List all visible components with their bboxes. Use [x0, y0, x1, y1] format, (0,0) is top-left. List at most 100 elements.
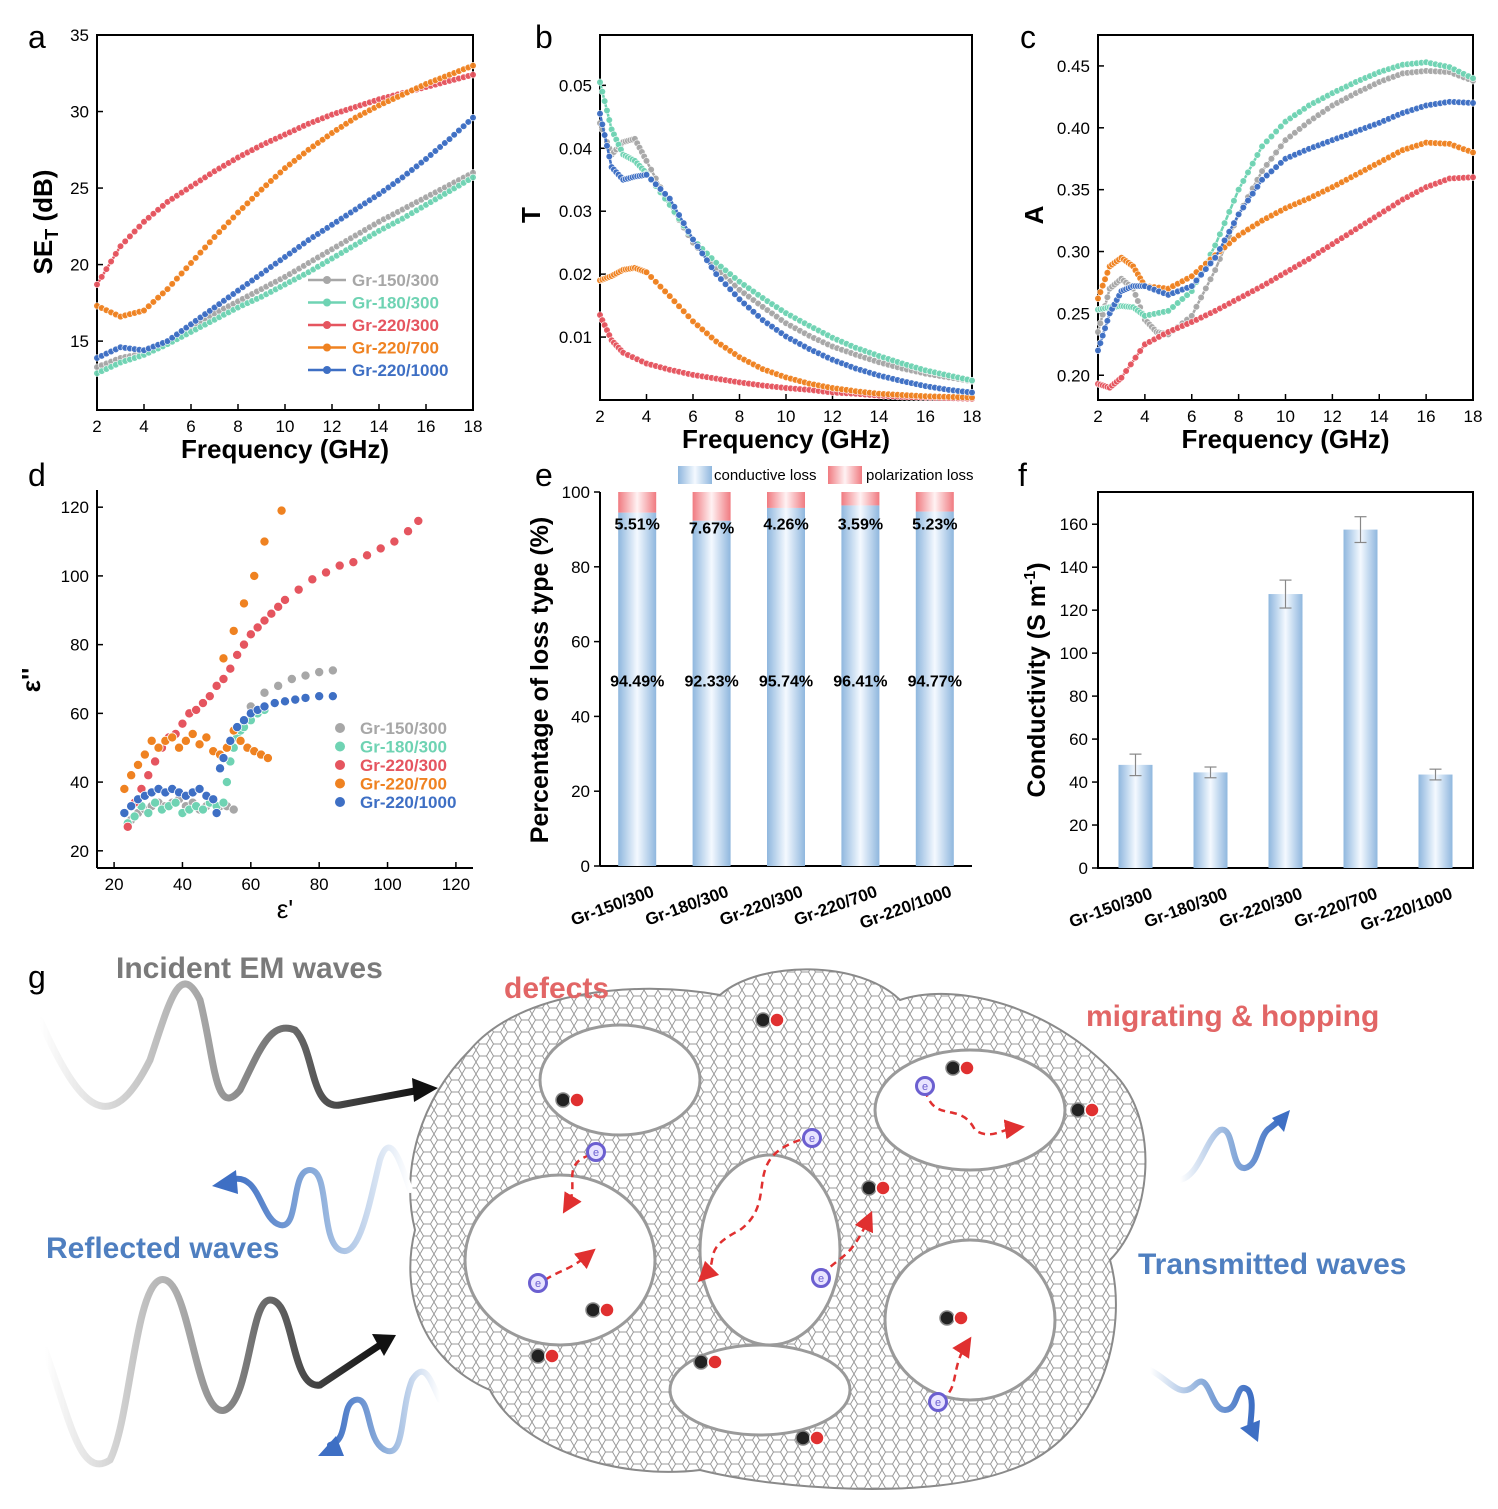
y-tick-label: 100 [61, 567, 89, 586]
data-point [1235, 186, 1243, 194]
data-point [1263, 137, 1271, 146]
data-point [149, 298, 157, 306]
legend-label: Gr-220/300 [360, 756, 447, 775]
scatter-point [259, 701, 270, 712]
electron-marker [528, 1273, 548, 1293]
scatter-point [300, 670, 311, 681]
y-tick-label: 0 [581, 857, 590, 876]
incident-wave-bottom [41, 1276, 384, 1468]
data-point [149, 210, 157, 218]
panel-label-b: b [535, 19, 553, 55]
data-point [469, 173, 477, 181]
reflected-wave-top [227, 1144, 413, 1255]
incident-waves-label: Incident EM waves [116, 952, 383, 985]
y-tick-label: 15 [70, 332, 89, 351]
data-point [192, 254, 200, 262]
data-point [1122, 367, 1130, 375]
bar-label-polarization: 7.67% [689, 520, 734, 537]
data-point [656, 282, 665, 291]
data-point [703, 329, 711, 338]
y-tick-label: 0.01 [559, 328, 592, 347]
data-point [1281, 136, 1290, 144]
x-tick-label: 8 [233, 417, 242, 436]
defect-red [707, 1354, 723, 1370]
bar-polarization-Gr-180/300 [692, 492, 731, 521]
data-point [102, 265, 110, 273]
data-point [680, 307, 688, 315]
scatter-point [208, 794, 219, 805]
data-point [422, 155, 430, 163]
scatter-point [211, 808, 222, 819]
y-tick-label: 0.05 [559, 76, 592, 95]
data-point [93, 280, 101, 289]
bar-label-conductive: 94.49% [610, 673, 664, 690]
scatter-point [221, 777, 232, 788]
data-point [215, 228, 223, 236]
x-category-label: Gr-220/300 [717, 882, 805, 930]
scatter-point [259, 536, 270, 547]
data-point [1267, 167, 1276, 175]
y-tick-label: 40 [571, 707, 590, 726]
scatter-point [150, 797, 161, 808]
data-point [239, 204, 247, 212]
scatter-point [276, 505, 287, 516]
data-point [1178, 295, 1186, 303]
data-point [229, 213, 237, 222]
data-point [596, 110, 604, 118]
data-point [694, 321, 702, 329]
x-tick-label: 18 [464, 417, 483, 436]
scatter-point [119, 783, 130, 794]
y-tick-label: 30 [70, 103, 89, 122]
scatter-point [300, 692, 311, 703]
data-point [721, 280, 730, 288]
bar-label-conductive: 96.41% [833, 673, 887, 690]
scatter-point [225, 663, 236, 674]
data-point [1291, 129, 1299, 137]
x-tick-label: 14 [1370, 407, 1389, 426]
bar-label-conductive: 94.77% [908, 673, 962, 690]
x-tick-label: 8 [1234, 407, 1243, 426]
data-point [398, 173, 407, 181]
x-tick-label: 2 [1093, 407, 1102, 426]
data-point [257, 185, 266, 194]
y-tick-label: 35 [70, 26, 89, 45]
data-point [1277, 142, 1285, 150]
data-point [1197, 271, 1205, 279]
scatter-point [314, 667, 325, 678]
transmitted-arrow-bottom [1240, 1420, 1260, 1442]
panel-c-absorptance-chart: c 2 4 6 8 10 12 14 16 18 0.20 0.25 0.30 0.35 0.40 0.45 F… [1019, 19, 1482, 454]
data-point [441, 139, 449, 147]
scatter-point [238, 715, 249, 726]
transmitted-arrow-top [1272, 1110, 1290, 1132]
scatter-point [194, 783, 205, 794]
bar-conductive-Gr-180/300 [692, 520, 731, 866]
scatter-point [266, 608, 277, 619]
electron-symbol: e [935, 1397, 941, 1409]
data-point [126, 232, 134, 241]
x-category-label: Gr-150/300 [568, 882, 656, 930]
scatter-point [235, 735, 246, 746]
x-tick-label: 10 [777, 407, 796, 426]
scatter-point [232, 722, 243, 733]
data-point [1131, 291, 1140, 299]
y-tick-label: 0.30 [1057, 243, 1090, 262]
electron-marker [802, 1128, 822, 1148]
data-point [1188, 272, 1196, 280]
data-point [656, 185, 665, 193]
defect-dark [585, 1302, 601, 1318]
scatter-point [218, 797, 229, 808]
data-point [1099, 332, 1107, 340]
panel-label-g: g [28, 959, 46, 995]
bar-polarization-Gr-220/300 [767, 492, 805, 508]
data-point [603, 142, 611, 150]
data-point [248, 195, 256, 203]
scatter-point [232, 649, 243, 660]
defect-red [569, 1092, 585, 1108]
scatter-point [334, 560, 345, 571]
data-point [1134, 297, 1142, 305]
data-point [740, 299, 748, 308]
legend-label: Gr-150/300 [352, 271, 439, 290]
data-point [267, 177, 275, 185]
graphene-network-illustration [409, 968, 1147, 1490]
y-tick-label: 0.03 [559, 202, 592, 221]
